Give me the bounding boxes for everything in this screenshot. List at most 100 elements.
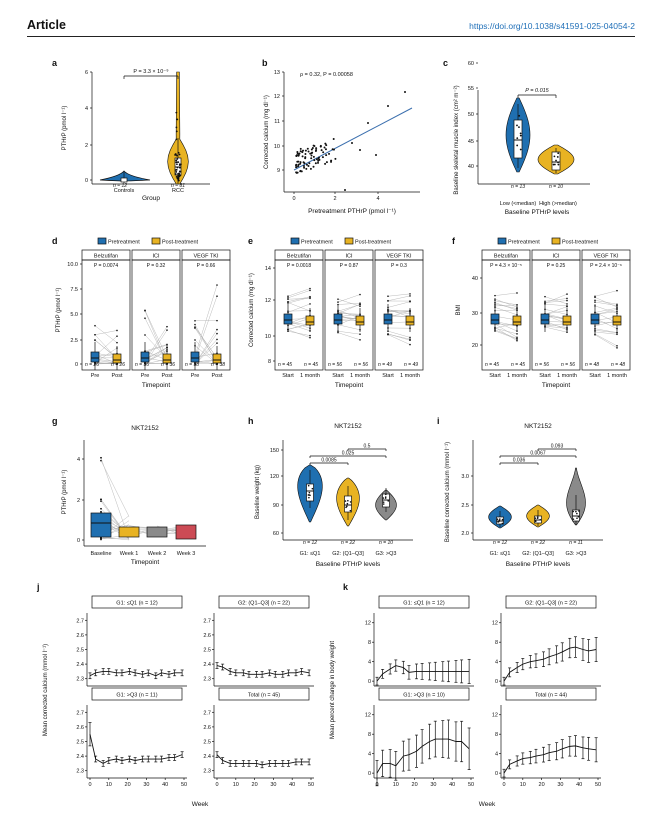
label: 2.4 — [76, 754, 84, 760]
paired-line — [494, 309, 518, 312]
label: PTHrP (pmol l⁻¹) — [62, 470, 68, 515]
box-post-box — [212, 353, 222, 364]
facet-frame — [131, 259, 181, 371]
data-point — [302, 164, 305, 167]
data-point — [409, 295, 411, 297]
facet-frame — [181, 259, 231, 371]
label: 8 — [495, 732, 498, 738]
paired-line — [287, 303, 311, 313]
data-point — [544, 301, 546, 304]
facet-strip — [218, 595, 310, 609]
label: G1: ≤Q1 — [490, 551, 511, 557]
mean-line-0 — [89, 670, 183, 677]
data-point — [409, 338, 411, 341]
label: Timepoint — [131, 559, 159, 566]
facet-frame — [374, 259, 424, 371]
label: 1 month — [350, 373, 370, 379]
facet-title: Belzutifan — [494, 254, 518, 260]
data-point — [301, 151, 304, 154]
label: Start — [539, 373, 551, 379]
data-point — [175, 138, 178, 141]
label: 4 — [376, 196, 379, 202]
box-week2 — [146, 526, 168, 538]
data-point — [616, 304, 618, 307]
paired-line — [287, 296, 311, 302]
data-point — [328, 152, 331, 155]
label: 10 — [274, 144, 280, 150]
box-pre-box — [283, 313, 293, 325]
paired-line — [494, 330, 518, 340]
data-point — [287, 298, 289, 300]
data-point — [323, 146, 326, 149]
data-point — [314, 162, 317, 165]
label: 2.5 — [203, 648, 211, 654]
legend-swatch-post — [151, 237, 161, 245]
paired-line — [387, 334, 411, 345]
data-point — [498, 520, 500, 523]
data-point — [144, 309, 146, 312]
data-point — [307, 165, 310, 168]
data-point — [317, 161, 320, 164]
data-point — [177, 176, 180, 179]
label: 0 — [75, 362, 78, 368]
facet-title: Belzutifan — [287, 254, 311, 260]
label: NKT2152 — [334, 423, 362, 430]
label: 2.5 — [76, 648, 84, 654]
panel-letter-h: h — [248, 416, 254, 426]
label: 60 — [468, 61, 474, 67]
data-point — [100, 510, 102, 513]
data-point — [516, 339, 518, 342]
label: Corrected calcium (mg dl⁻¹) — [264, 95, 270, 169]
paired-line — [144, 344, 168, 352]
facet-frame — [81, 259, 131, 371]
data-point — [302, 161, 305, 164]
data-point — [349, 509, 352, 512]
doi-link[interactable]: https://doi.org/10.1038/s41591-025-04054… — [469, 21, 635, 31]
label: n = 26 — [85, 362, 99, 368]
data-point — [307, 150, 310, 153]
data-point — [296, 152, 299, 155]
label: 40 — [468, 164, 474, 170]
paired-line — [194, 284, 218, 357]
label: 12 — [492, 621, 498, 627]
label: Corrected calcium (mg dl⁻¹) — [249, 273, 255, 347]
data-point — [367, 122, 369, 124]
facet-strip — [378, 687, 470, 701]
data-point — [116, 335, 118, 337]
data-point — [577, 515, 580, 518]
label: 4 — [77, 457, 80, 463]
label: 2.6 — [76, 633, 84, 639]
label: 2.3 — [203, 677, 211, 683]
label: 2.5 — [203, 740, 211, 746]
facet-title: Total (n = 44) — [535, 693, 567, 699]
label: G3: >Q3 — [566, 551, 587, 557]
data-point — [100, 459, 102, 462]
data-point — [304, 157, 307, 160]
data-point — [177, 151, 180, 154]
label: 2.3 — [76, 677, 84, 683]
paired-line — [594, 300, 618, 305]
label: 0 — [368, 679, 371, 685]
facet-title: ICI — [152, 254, 160, 260]
label: n = 38 — [211, 362, 225, 368]
data-point — [544, 295, 546, 298]
data-point — [216, 338, 218, 341]
data-point — [566, 293, 568, 295]
data-point — [296, 160, 299, 163]
data-point — [174, 153, 177, 156]
label: 2.7 — [76, 618, 84, 624]
paired-line — [387, 295, 411, 301]
data-point — [315, 147, 318, 150]
label: 2.4 — [203, 754, 211, 760]
data-point — [310, 154, 313, 157]
label: n = 12 — [113, 183, 127, 189]
label: 50 — [308, 782, 314, 788]
mean-line-1 — [216, 665, 310, 675]
label: n = 12 — [493, 540, 507, 546]
data-point — [175, 126, 178, 129]
label: Week — [192, 801, 209, 808]
facet-p-value: P = 0.87 — [340, 263, 359, 269]
data-point — [556, 156, 559, 158]
box-week3 — [175, 524, 197, 540]
data-point — [518, 114, 521, 117]
